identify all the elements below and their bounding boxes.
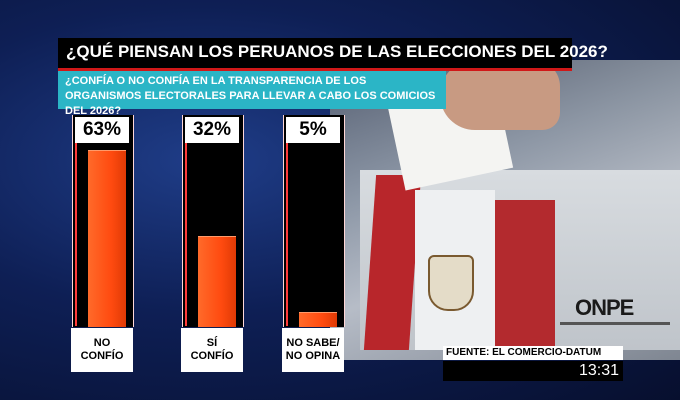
source-bar: FUENTE: EL COMERCIO-DATUM [443, 346, 623, 360]
chart-title: ¿QUÉ PIENSAN LOS PERUANOS DE LAS ELECCIO… [66, 42, 608, 61]
bar-value-label: 32% [185, 117, 239, 143]
peru-coat-of-arms-icon [428, 255, 474, 311]
flag-red-stripe-right [495, 200, 555, 350]
bar-column-background [283, 115, 345, 327]
clock-time: 13:31 [578, 362, 619, 379]
title-bar: ¿QUÉ PIENSAN LOS PERUANOS DE LAS ELECCIO… [58, 38, 608, 71]
clock-bar: 13:31 [443, 361, 623, 381]
category-label: NO CONFÍO [71, 328, 133, 372]
bar-column-edge [286, 118, 288, 326]
bar [299, 312, 337, 327]
bar [88, 150, 126, 327]
survey-question: ¿CONFÍA O NO CONFÍA EN LA TRANSPARENCIA … [65, 75, 436, 117]
category-label: SÍ CONFÍO [181, 328, 243, 372]
bar-column-edge [75, 118, 77, 326]
bar-value-label: 5% [286, 117, 340, 143]
question-bar: ¿CONFÍA O NO CONFÍA EN LA TRANSPARENCIA … [58, 71, 446, 117]
category-label: NO SABE/ NO OPINA [282, 328, 344, 372]
bar [198, 236, 236, 327]
onpe-logo: ONPE [575, 295, 634, 320]
source-text: FUENTE: EL COMERCIO-DATUM [446, 347, 602, 358]
onpe-logo-subline [560, 322, 670, 325]
bar-value-label: 63% [75, 117, 129, 143]
bar-column-edge [185, 118, 187, 326]
voter-hand-image [440, 60, 560, 130]
